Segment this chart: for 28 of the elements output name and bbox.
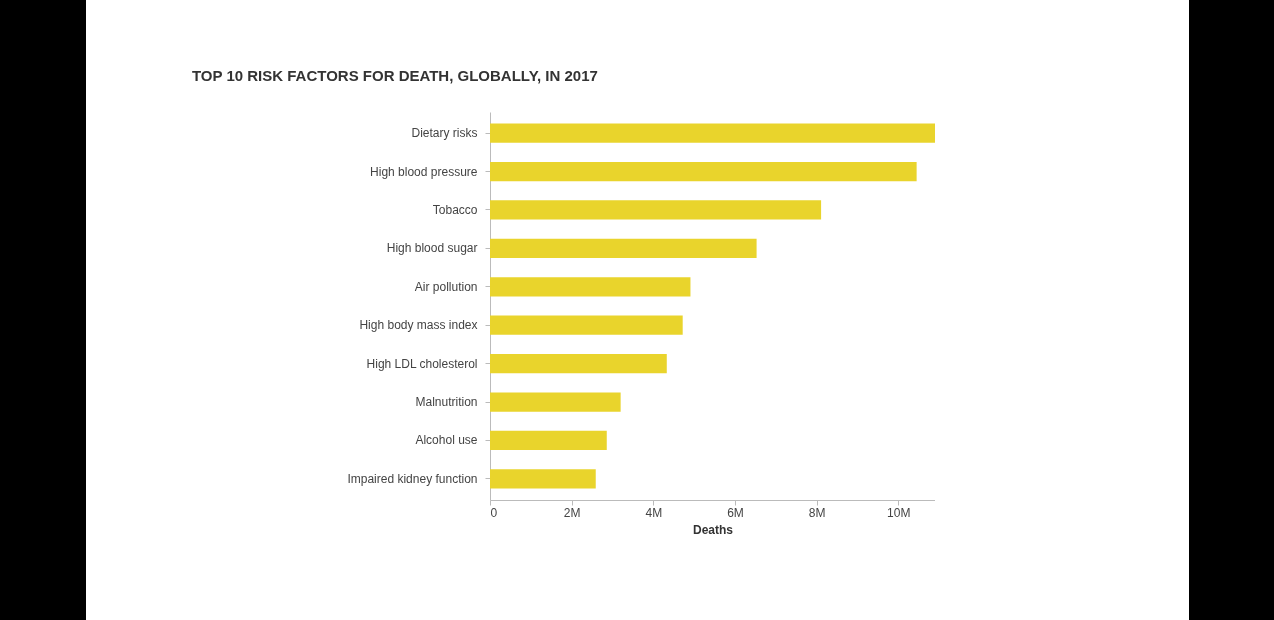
y-tick-label: Dietary risks — [411, 126, 478, 141]
chart-title: TOP 10 RISK FACTORS FOR DEATH, GLOBALLY, IN 2017 — [191, 67, 598, 84]
bar — [490, 238, 757, 258]
x-tick-label: 8M — [808, 505, 826, 520]
bar — [490, 123, 935, 143]
x-tick-label: 6M — [727, 505, 744, 520]
y-tick-label: Air pollution — [414, 279, 478, 294]
bar — [490, 161, 917, 182]
bar — [490, 200, 822, 220]
bar — [490, 430, 607, 451]
x-tick-label: 2M — [563, 505, 581, 520]
bar — [490, 315, 683, 335]
y-tick-label: High blood pressure — [370, 164, 478, 179]
bar — [490, 469, 596, 489]
x-tick-label: 4M — [645, 505, 663, 520]
x-tick-label: 10M — [887, 505, 911, 520]
bar — [490, 354, 667, 374]
y-tick-label: Malnutrition — [415, 395, 478, 410]
y-tick-label: High LDL cholesterol — [366, 356, 478, 371]
x-axis-title: Deaths — [692, 522, 734, 537]
y-tick-label: Impaired kidney function — [347, 471, 478, 486]
y-tick-label: High body mass index — [359, 318, 478, 333]
y-tick-label: High blood sugar — [386, 241, 478, 256]
y-tick-label: Tobacco — [432, 202, 478, 217]
bar — [490, 392, 621, 412]
y-tick-label: Alcohol use — [415, 433, 478, 448]
bar — [490, 277, 691, 297]
x-tick-label: 0 — [490, 505, 498, 520]
